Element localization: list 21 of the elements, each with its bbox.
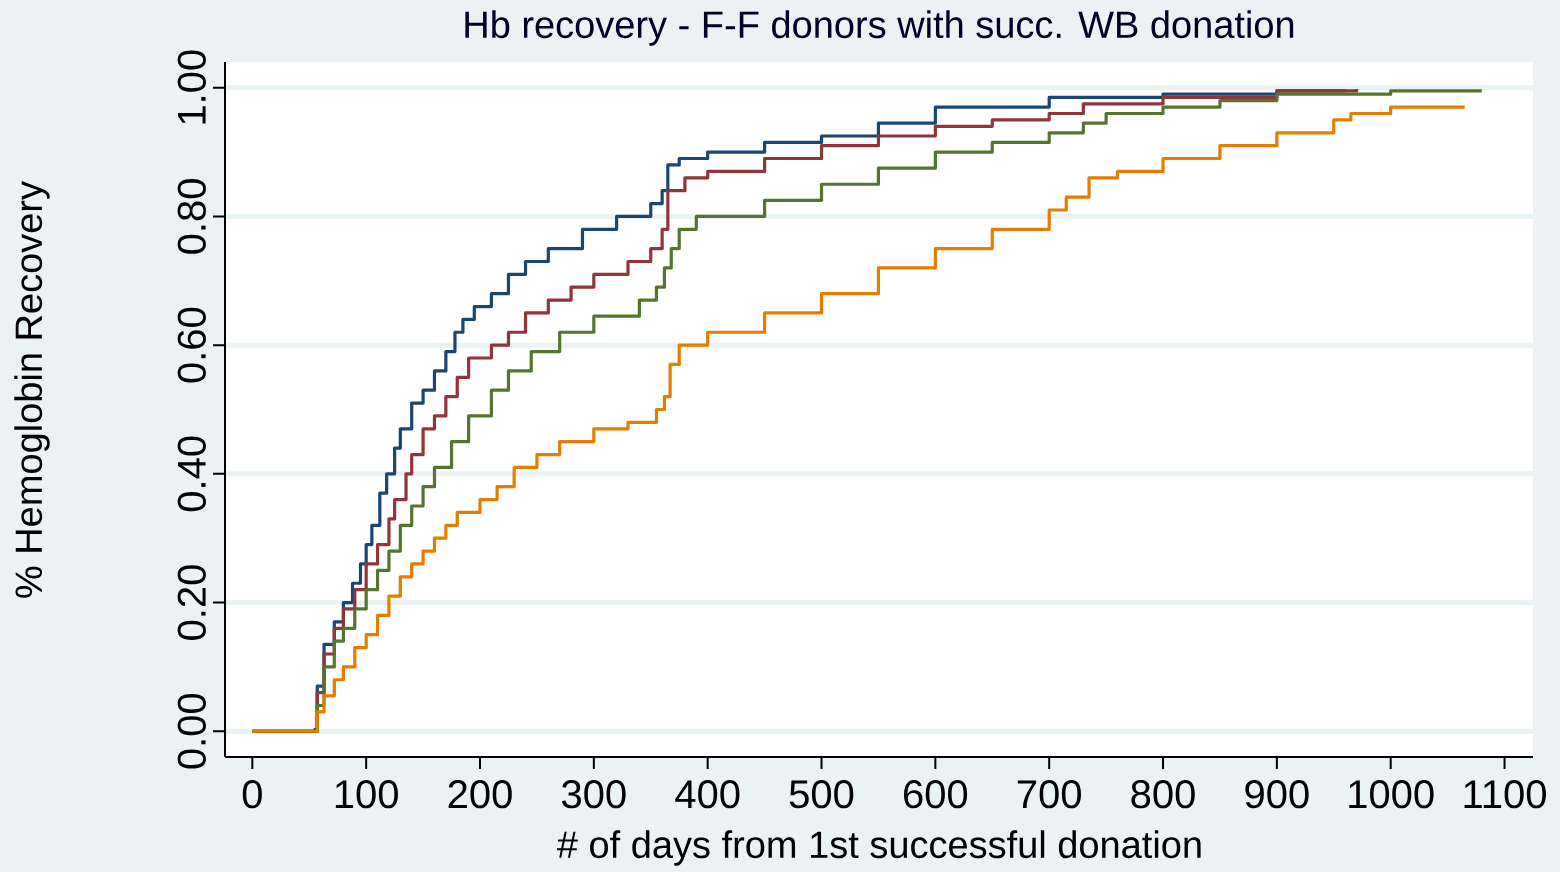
y-axis-title: % Hemoglobin Recovery: [14, 180, 50, 598]
x-axis-title: # of days from 1st successful donation: [557, 830, 1201, 866]
y-tick-label: 0.00: [177, 693, 206, 769]
x-tick-label: 500: [789, 779, 854, 809]
x-tick-label: 900: [1245, 779, 1309, 809]
x-tick-label: 800: [1131, 779, 1195, 809]
y-tick-label: 0.40: [177, 436, 206, 512]
x-tick-label: 0: [242, 779, 262, 809]
x-tick-label: 100: [335, 779, 398, 809]
x-tick-label: 1000: [1349, 779, 1434, 809]
x-tick-label: 200: [448, 779, 512, 809]
x-tick-label: 700: [1017, 779, 1081, 809]
x-tick-label: 400: [675, 779, 740, 809]
x-tick-label: 1100: [1464, 779, 1546, 809]
chart-title: Hb recovery - F-F donors with succ. WB donation: [465, 10, 1294, 46]
y-tick-label: 0.20: [177, 565, 206, 640]
y-tick-label: 1.00: [177, 50, 206, 124]
x-tick-label: 300: [562, 779, 626, 809]
x-tick-label: 600: [904, 779, 968, 809]
y-tick-label: 0.80: [177, 178, 206, 254]
y-tick-label: 0.60: [177, 307, 206, 383]
